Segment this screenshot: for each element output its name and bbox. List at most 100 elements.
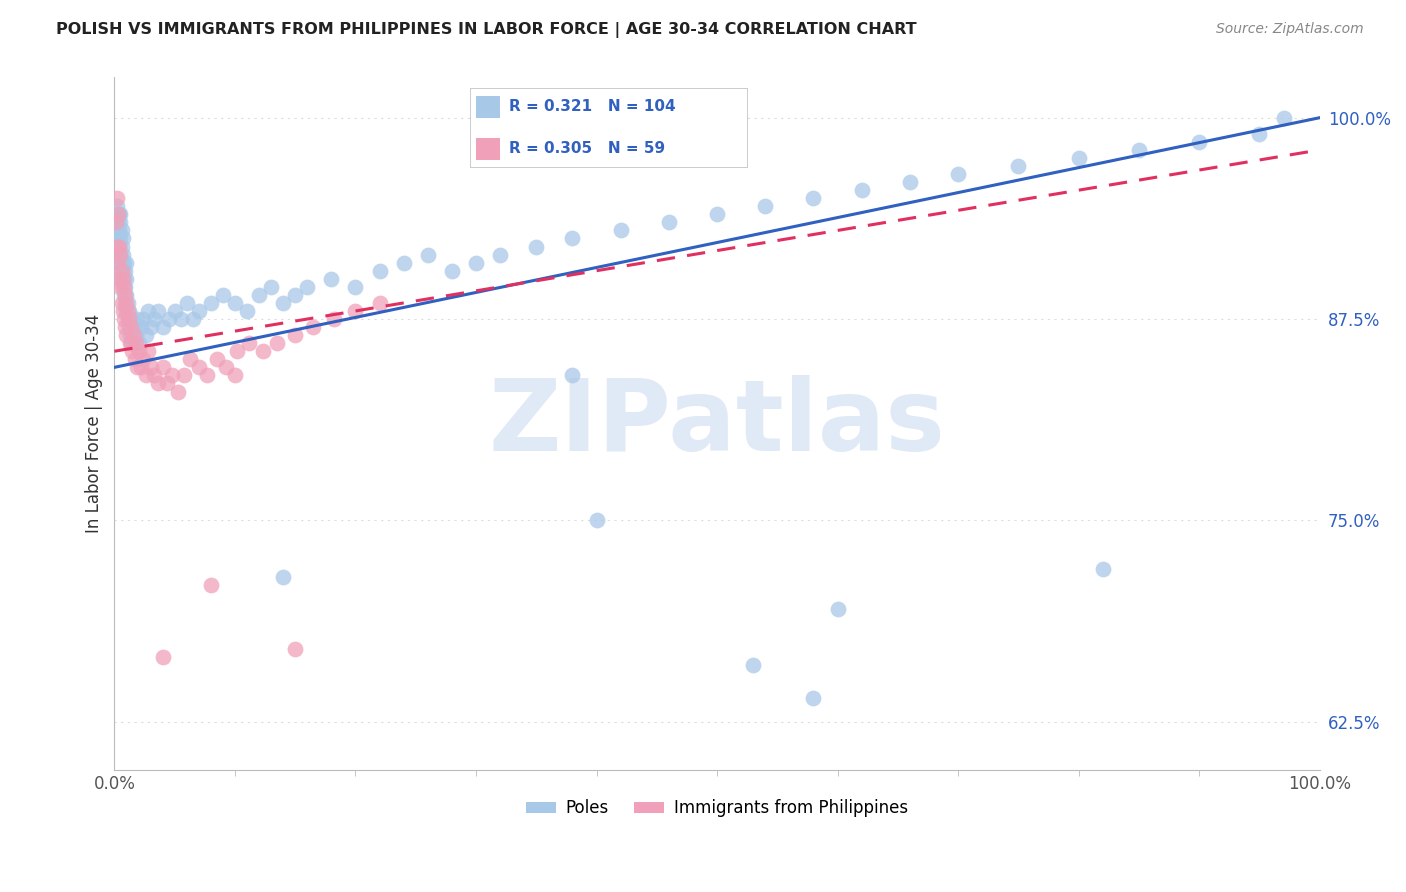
- Point: [236, 304, 259, 318]
- Point: [173, 368, 195, 383]
- Point: [111, 280, 134, 294]
- Point: [200, 578, 222, 592]
- Point: [114, 280, 136, 294]
- Point: [179, 352, 201, 367]
- Point: [112, 272, 135, 286]
- Point: [118, 304, 141, 318]
- Point: [1249, 127, 1271, 141]
- Point: [111, 304, 134, 318]
- Point: [271, 570, 294, 584]
- Point: [136, 304, 159, 318]
- Point: [1091, 562, 1114, 576]
- Point: [1272, 111, 1295, 125]
- Point: [120, 312, 142, 326]
- Point: [104, 215, 127, 229]
- Point: [284, 328, 307, 343]
- Point: [127, 312, 149, 326]
- Point: [112, 312, 135, 326]
- Point: [105, 239, 128, 253]
- Point: [108, 272, 131, 286]
- Point: [212, 288, 235, 302]
- Point: [110, 231, 132, 245]
- Point: [143, 312, 166, 326]
- Point: [170, 312, 193, 326]
- Point: [803, 690, 825, 705]
- Point: [181, 312, 204, 326]
- Point: [105, 191, 128, 205]
- Point: [111, 223, 134, 237]
- Point: [110, 280, 132, 294]
- Point: [107, 231, 129, 245]
- Point: [115, 328, 138, 343]
- Point: [162, 368, 184, 383]
- Point: [561, 368, 583, 383]
- Point: [224, 296, 246, 310]
- Point: [152, 650, 174, 665]
- Point: [115, 272, 138, 286]
- Point: [121, 328, 143, 343]
- Point: [465, 255, 488, 269]
- Y-axis label: In Labor Force | Age 30-34: In Labor Force | Age 30-34: [86, 314, 103, 533]
- Text: POLISH VS IMMIGRANTS FROM PHILIPPINES IN LABOR FORCE | AGE 30-34 CORRELATION CHA: POLISH VS IMMIGRANTS FROM PHILIPPINES IN…: [56, 22, 917, 38]
- Point: [114, 263, 136, 277]
- Point: [114, 320, 136, 334]
- Point: [851, 183, 873, 197]
- Point: [107, 207, 129, 221]
- Point: [321, 272, 343, 286]
- Point: [117, 296, 139, 310]
- Point: [110, 247, 132, 261]
- Point: [111, 247, 134, 261]
- Point: [125, 336, 148, 351]
- Point: [297, 280, 319, 294]
- Point: [110, 215, 132, 229]
- Point: [561, 231, 583, 245]
- Point: [284, 288, 307, 302]
- Point: [260, 280, 283, 294]
- Point: [146, 376, 169, 391]
- Point: [416, 247, 439, 261]
- Point: [187, 360, 209, 375]
- Point: [266, 336, 288, 351]
- Point: [187, 304, 209, 318]
- Point: [322, 312, 344, 326]
- Point: [658, 215, 681, 229]
- Point: [124, 352, 146, 367]
- Point: [247, 288, 270, 302]
- Point: [742, 658, 765, 673]
- Point: [114, 288, 136, 302]
- Point: [1067, 151, 1090, 165]
- Point: [120, 336, 142, 351]
- Point: [129, 320, 152, 334]
- Point: [120, 336, 142, 351]
- Point: [132, 312, 155, 326]
- Point: [898, 175, 921, 189]
- Point: [112, 288, 135, 302]
- Point: [238, 336, 260, 351]
- Point: [128, 336, 150, 351]
- Point: [110, 263, 132, 277]
- Point: [129, 360, 152, 375]
- Point: [1188, 135, 1211, 149]
- Point: [111, 263, 134, 277]
- Point: [104, 207, 127, 221]
- Point: [152, 320, 174, 334]
- Point: [118, 320, 141, 334]
- Point: [368, 263, 391, 277]
- Point: [136, 344, 159, 359]
- Point: [392, 255, 415, 269]
- Point: [524, 239, 547, 253]
- Point: [112, 280, 135, 294]
- Point: [107, 207, 129, 221]
- Point: [139, 320, 162, 334]
- Point: [946, 167, 969, 181]
- Point: [122, 336, 145, 351]
- Point: [195, 368, 218, 383]
- Point: [156, 376, 179, 391]
- Point: [111, 231, 134, 245]
- Point: [114, 296, 136, 310]
- Point: [139, 360, 162, 375]
- Point: [143, 368, 166, 383]
- Point: [1007, 159, 1029, 173]
- Point: [122, 328, 145, 343]
- Point: [108, 255, 131, 269]
